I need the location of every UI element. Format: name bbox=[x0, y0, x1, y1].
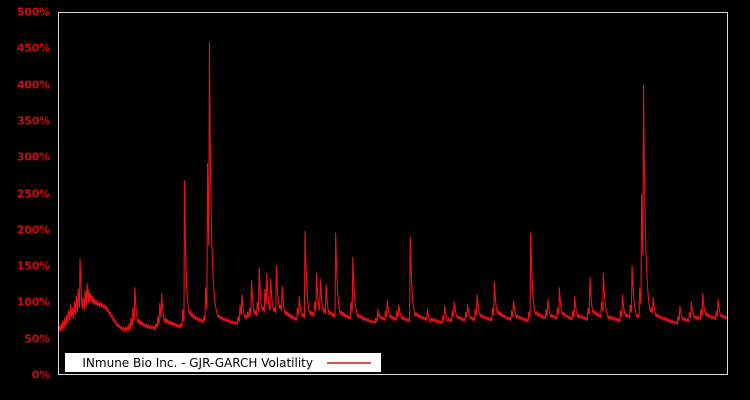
y-tick-label: 350% bbox=[16, 114, 50, 128]
y-tick-label: 150% bbox=[16, 259, 50, 273]
y-tick-label: 50% bbox=[24, 332, 50, 346]
y-tick-label: 450% bbox=[16, 41, 50, 55]
y-tick-label: 0% bbox=[31, 368, 50, 382]
chart-legend: INmune Bio Inc. - GJR-GARCH Volatility bbox=[65, 353, 381, 372]
y-tick-label: 500% bbox=[16, 5, 50, 19]
volatility-series bbox=[59, 13, 727, 374]
y-tick-label: 400% bbox=[16, 78, 50, 92]
y-tick-label: 300% bbox=[16, 150, 50, 164]
series-path bbox=[59, 42, 727, 332]
plot-area bbox=[58, 12, 728, 375]
legend-line-swatch bbox=[327, 361, 371, 364]
legend-label: INmune Bio Inc. - GJR-GARCH Volatility bbox=[82, 355, 313, 370]
y-tick-label: 200% bbox=[16, 223, 50, 237]
legend-line-sample bbox=[323, 361, 375, 364]
y-axis: 0% 50% 100% 150% 200% 250% 300% 350% 400% 450% 500… bbox=[0, 0, 58, 400]
y-tick-label: 100% bbox=[16, 295, 50, 309]
y-tick-label: 250% bbox=[16, 187, 50, 200]
